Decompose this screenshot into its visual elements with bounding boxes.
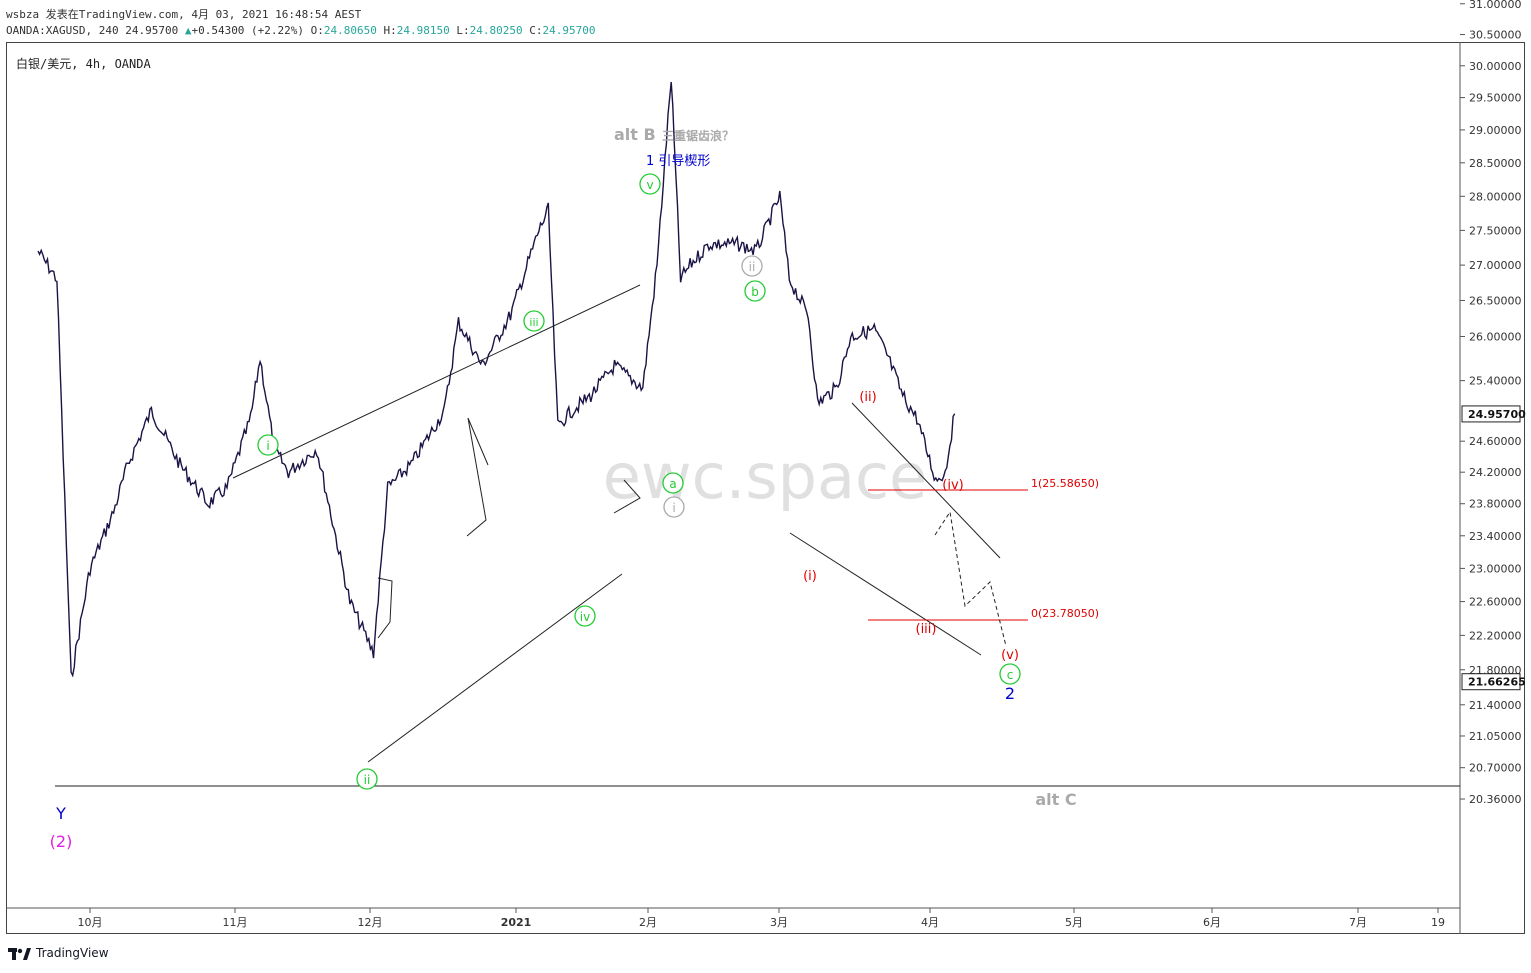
- close-value: 24.95700: [542, 24, 596, 37]
- price-tick-label: 29.00000: [1469, 124, 1522, 137]
- trend-lines: [232, 284, 1001, 763]
- fib-lines: [868, 489, 1028, 621]
- svg-text:iii: iii: [529, 316, 538, 329]
- svg-text:v: v: [646, 178, 653, 192]
- price-tick-label: 26.00000: [1469, 330, 1522, 343]
- low-value: 24.80250: [469, 24, 523, 37]
- price-tick-label: 22.20000: [1469, 629, 1522, 642]
- price-axis[interactable]: 32.5000031.5000031.0000030.5000030.00000…: [1460, 0, 1522, 806]
- chart-frame: [6, 42, 1525, 934]
- price-tick-label: 30.50000: [1469, 29, 1522, 42]
- brand-label: TradingView: [36, 946, 109, 960]
- time-tick-label: 19: [1431, 916, 1445, 929]
- wave-red-iv: (iv): [942, 478, 963, 493]
- wave-iv: iv: [574, 605, 596, 627]
- time-tick-label: 12月: [358, 916, 383, 929]
- price-badge-label: 21.66265: [1468, 676, 1526, 689]
- wave-ii-gray: ii: [741, 255, 763, 277]
- price-tick-label: 29.50000: [1469, 92, 1522, 105]
- time-tick-label: 5月: [1065, 916, 1083, 929]
- alt-c-label: alt C: [1035, 790, 1076, 809]
- high-label: H:: [383, 24, 397, 37]
- fib-1-label: 1(25.58650): [1031, 477, 1099, 490]
- price-tick-label: 23.00000: [1469, 562, 1522, 575]
- projection-path: [934, 510, 1007, 647]
- price-tick-label: 21.40000: [1469, 699, 1522, 712]
- time-tick-label: 11月: [223, 916, 248, 929]
- time-tick-label: 10月: [78, 916, 103, 929]
- wave-red-i: (i): [803, 569, 817, 584]
- close-label: C:: [529, 24, 543, 37]
- price-tick-label: 22.60000: [1469, 596, 1522, 609]
- price-badge-label: 24.95700: [1468, 408, 1526, 421]
- price-tick-label: 24.20000: [1469, 466, 1522, 479]
- svg-text:iv: iv: [580, 610, 590, 624]
- publisher-line: wsbza 发表在TradingView.com, 4月 03, 2021 16…: [6, 8, 362, 21]
- wave-red-v: (v): [1001, 648, 1019, 663]
- open-label: O:: [310, 24, 324, 37]
- chart-title: 白银/美元, 4h, OANDA: [16, 57, 151, 71]
- time-axis[interactable]: 10月 11月 12月 2021 2月 3月 4月 5月 6月 7月 19: [78, 908, 1446, 929]
- price-tick-label: 31.00000: [1469, 0, 1522, 11]
- wave-2-label: 2: [1005, 684, 1015, 703]
- price-tick-label: 28.00000: [1469, 190, 1522, 203]
- svg-text:a: a: [669, 477, 676, 491]
- price-tick-label: 23.40000: [1469, 530, 1522, 543]
- wave-a: a: [662, 472, 684, 494]
- up-arrow-icon: ▲: [184, 24, 192, 37]
- high-value: 24.98150: [396, 24, 450, 37]
- alt-b-note: 三重锯齿浪？: [662, 128, 734, 143]
- svg-text:ii: ii: [749, 260, 756, 274]
- wave-c: c: [999, 663, 1021, 685]
- wave-v: v: [639, 173, 661, 195]
- fib-0-label: 0(23.78050): [1031, 607, 1099, 620]
- wave-ii: ii: [356, 768, 378, 790]
- svg-text:i: i: [266, 439, 269, 453]
- wave-y-label: Y: [55, 804, 66, 823]
- footer[interactable]: TradingView: [8, 945, 109, 961]
- price-tick-label: 20.36000: [1469, 793, 1522, 806]
- price-badge: [1461, 673, 1521, 691]
- wave-b: b: [744, 280, 766, 302]
- svg-text:ii: ii: [364, 773, 371, 787]
- wave-iii: iii: [523, 310, 545, 332]
- alt-b-label: alt B: [614, 125, 656, 144]
- svg-text:b: b: [751, 285, 759, 299]
- time-tick-label: 3月: [770, 916, 788, 929]
- time-tick-label: 6月: [1203, 916, 1221, 929]
- time-tick-label: 2月: [639, 916, 657, 929]
- wave1-note: 1 引导楔形: [646, 154, 710, 169]
- price-tick-label: 24.60000: [1469, 435, 1522, 448]
- tradingview-logo-icon: [8, 948, 31, 960]
- ohlc-line: OANDA:XAGUSD, 240 24.95700 ▲+0.54300 (+2…: [6, 24, 595, 37]
- watermark: ewc.space: [603, 440, 928, 513]
- price-tick-label: 23.80000: [1469, 498, 1522, 511]
- price-tick-label: 21.05000: [1469, 730, 1522, 743]
- low-label: L:: [456, 24, 470, 37]
- price-tick-label: 20.70000: [1469, 762, 1522, 775]
- change: +0.54300 (+2.22%): [191, 24, 305, 37]
- time-tick-label: 2021: [501, 916, 532, 929]
- wave-i: i: [257, 434, 279, 456]
- wave-red-iii: (iii): [916, 622, 937, 637]
- svg-text:c: c: [1007, 668, 1014, 682]
- time-tick-label: 4月: [921, 916, 939, 929]
- price-tick-label: 27.00000: [1469, 259, 1522, 272]
- wave-i-gray: i: [663, 496, 685, 518]
- time-tick-label: 7月: [1349, 916, 1367, 929]
- svg-text:i: i: [672, 501, 675, 515]
- price-series: [37, 81, 956, 678]
- last-price: 24.95700: [125, 24, 179, 37]
- price-tick-label: 27.50000: [1469, 224, 1522, 237]
- wave-2-paren-label: (2): [50, 832, 73, 851]
- price-tick-label: 28.50000: [1469, 157, 1522, 170]
- price-tick-label: 25.40000: [1469, 375, 1522, 388]
- price-tick-label: 26.50000: [1469, 294, 1522, 307]
- symbol-interval: OANDA:XAGUSD, 240: [6, 24, 119, 37]
- open-value: 24.80650: [323, 24, 377, 37]
- wave-red-ii: (ii): [859, 390, 876, 405]
- price-badge: [1461, 405, 1521, 423]
- price-tick-label: 30.00000: [1469, 60, 1522, 73]
